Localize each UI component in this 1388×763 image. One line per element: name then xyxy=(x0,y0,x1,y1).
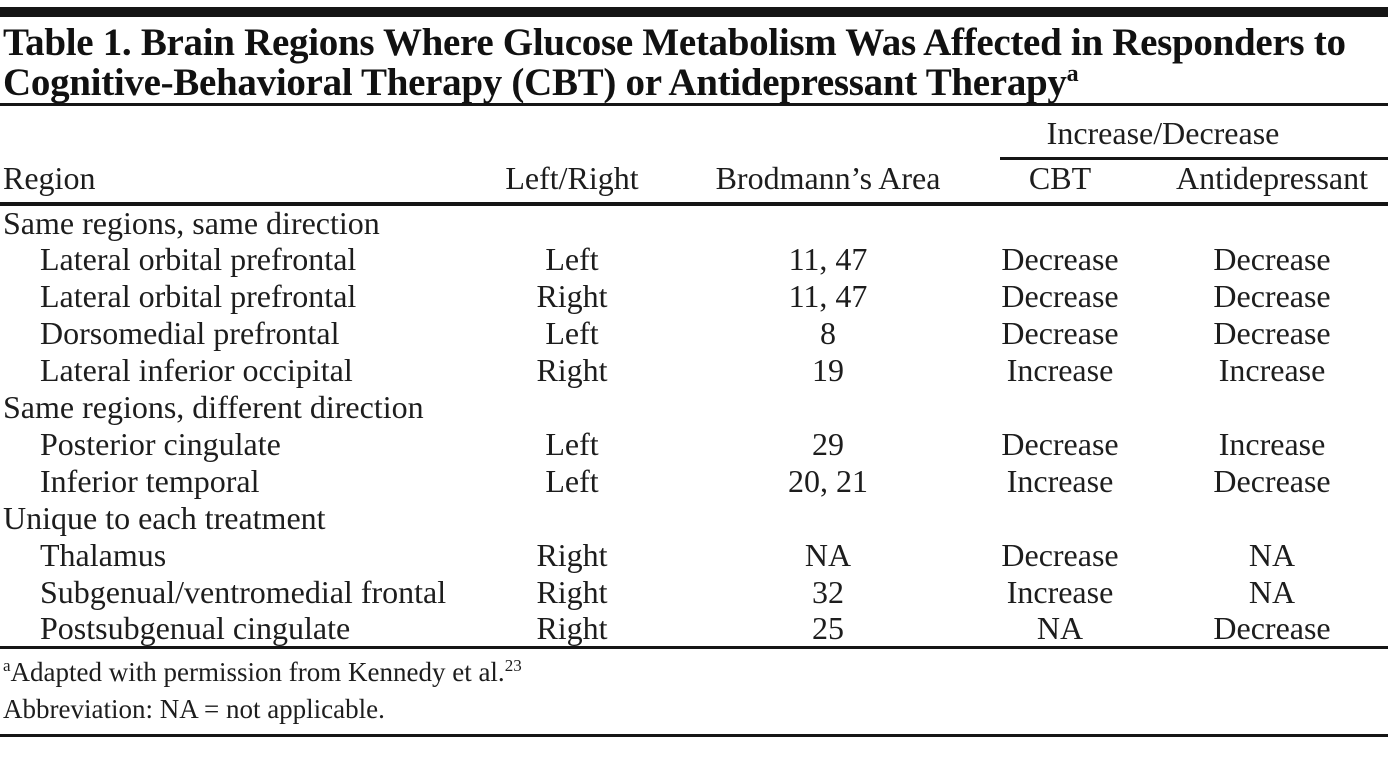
footnote-abbreviation-text: Abbreviation: NA = not applicable. xyxy=(3,694,385,724)
lr-cell: Right xyxy=(536,278,608,314)
footnote-source-reference-number: 23 xyxy=(504,656,522,675)
table-row: Subgenual/ventromedial frontal Right 32 Inc… xyxy=(0,574,1388,611)
table-row: Posterior cingulate Left 29 Decrease Increas… xyxy=(0,426,1388,463)
column-header-cbt: CBT xyxy=(1000,158,1120,206)
footnotes: aAdapted with permission from Kennedy et… xyxy=(0,649,1388,734)
anti-cell: Decrease xyxy=(1120,610,1388,649)
lr-cell: Left xyxy=(545,463,599,499)
brodmann-cell: 11, 47 xyxy=(788,278,868,314)
lr-cell: Left xyxy=(545,426,599,462)
cbt-cell: Decrease xyxy=(1001,315,1119,351)
region-cell: Postsubgenual cingulate xyxy=(0,610,490,649)
brodmann-cell: 20, 21 xyxy=(788,463,868,499)
brodmann-cell: NA xyxy=(804,537,852,573)
column-header-brodmann-area: Brodmann’s Area xyxy=(640,106,1000,206)
lr-cell: Right xyxy=(490,610,640,649)
data-table: Region Left/Right Brodmann’s Area Increa… xyxy=(0,106,1388,649)
brodmann-cell: 11, 47 xyxy=(788,241,868,277)
cbt-cell: Increase xyxy=(1006,352,1114,388)
cbt-cell: Decrease xyxy=(1001,426,1119,462)
section-label: Same regions, same direction xyxy=(3,205,380,241)
lr-cell: Left xyxy=(545,241,599,277)
section-label: Same regions, different direction xyxy=(3,389,424,425)
cbt-cell: Increase xyxy=(1006,574,1114,610)
section-row: Same regions, different direction xyxy=(0,389,1388,426)
column-header-left-right: Left/Right xyxy=(490,106,640,206)
table-title-footnote-marker: a xyxy=(1066,61,1079,87)
cbt-cell: Decrease xyxy=(1001,278,1119,314)
footnote-source-text: Adapted with permission from Kennedy et … xyxy=(10,657,505,687)
anti-cell: Decrease xyxy=(1213,241,1331,277)
table-row: Lateral orbital prefrontal Right 11, 47 Dec… xyxy=(0,278,1388,315)
section-label: Unique to each treatment xyxy=(3,500,326,536)
table-row: Postsubgenual cingulate Right 25 NA Decrease xyxy=(0,610,1388,649)
table-row: Lateral orbital prefrontal Left 11, 47 Decr… xyxy=(0,241,1388,278)
spanner-row: Region Left/Right Brodmann’s Area Increa… xyxy=(0,106,1388,206)
brodmann-cell: 25 xyxy=(640,610,1000,649)
lr-cell: Left xyxy=(545,315,599,351)
table-row: Dorsomedial prefrontal Left 8 Decrease Decre… xyxy=(0,315,1388,352)
lr-cell: Right xyxy=(536,537,608,573)
region-cell: Dorsomedial prefrontal xyxy=(40,315,340,351)
brodmann-cell: 29 xyxy=(812,426,844,462)
footnote-abbreviation: Abbreviation: NA = not applicable. xyxy=(3,691,1388,728)
brodmann-cell: 19 xyxy=(812,352,844,388)
footnote-source-marker: a xyxy=(3,656,11,675)
column-spanner-increase-decrease: Increase/Decrease xyxy=(1000,106,1388,160)
lr-cell: Right xyxy=(536,574,608,610)
table-row: Inferior temporal Left 20, 21 Increase Decre… xyxy=(0,463,1388,500)
cbt-cell: Decrease xyxy=(1001,241,1119,277)
column-header-antidepressant: Antidepressant xyxy=(1120,158,1388,206)
section-row: Unique to each treatment xyxy=(0,500,1388,537)
region-cell: Subgenual/ventromedial frontal xyxy=(40,574,447,610)
top-rule-bar xyxy=(0,7,1388,17)
footnote-source: aAdapted with permission from Kennedy et… xyxy=(3,654,1388,691)
anti-cell: Decrease xyxy=(1213,315,1331,351)
table-title-line1: Table 1. Brain Regions Where Glucose Met… xyxy=(3,21,1346,64)
region-cell: Lateral inferior occipital xyxy=(40,352,353,388)
table-row: Thalamus Right NA Decrease NA xyxy=(0,537,1388,574)
region-cell: Lateral orbital prefrontal xyxy=(40,241,357,277)
table-row: Lateral inferior occipital Right 19 Increas… xyxy=(0,352,1388,389)
header-row: CBT Antidepressant xyxy=(0,158,1388,206)
anti-cell: NA xyxy=(1248,537,1296,573)
anti-cell: Decrease xyxy=(1213,278,1331,314)
table-title-line2-text: Cognitive-Behavioral Therapy (CBT) or An… xyxy=(3,61,1067,104)
cbt-cell: Increase xyxy=(1006,463,1114,499)
table-figure: Table 1. Brain Regions Where Glucose Met… xyxy=(0,7,1388,737)
table-header: Region Left/Right Brodmann’s Area Increa… xyxy=(0,106,1388,206)
anti-cell: Decrease xyxy=(1213,463,1331,499)
column-header-region: Region xyxy=(0,106,490,206)
table-body: Same regions, same direction Lateral orbi… xyxy=(0,204,1388,649)
anti-cell: Increase xyxy=(1218,426,1326,462)
brodmann-cell: 8 xyxy=(820,315,836,351)
region-cell: Thalamus xyxy=(40,537,167,573)
bottom-rule-bar xyxy=(0,734,1388,737)
lr-cell: Right xyxy=(536,352,608,388)
section-row: Same regions, same direction xyxy=(0,204,1388,241)
cbt-cell: NA xyxy=(1000,610,1120,649)
table-title: Table 1. Brain Regions Where Glucose Met… xyxy=(0,17,1388,106)
cbt-cell: Decrease xyxy=(1001,537,1119,573)
anti-cell: Increase xyxy=(1218,352,1326,388)
anti-cell: NA xyxy=(1248,574,1296,610)
region-cell: Inferior temporal xyxy=(40,463,260,499)
region-cell: Posterior cingulate xyxy=(40,426,281,462)
brodmann-cell: 32 xyxy=(812,574,844,610)
region-cell: Lateral orbital prefrontal xyxy=(40,278,357,314)
table-title-line2: Cognitive-Behavioral Therapy (CBT) or An… xyxy=(3,61,1388,104)
